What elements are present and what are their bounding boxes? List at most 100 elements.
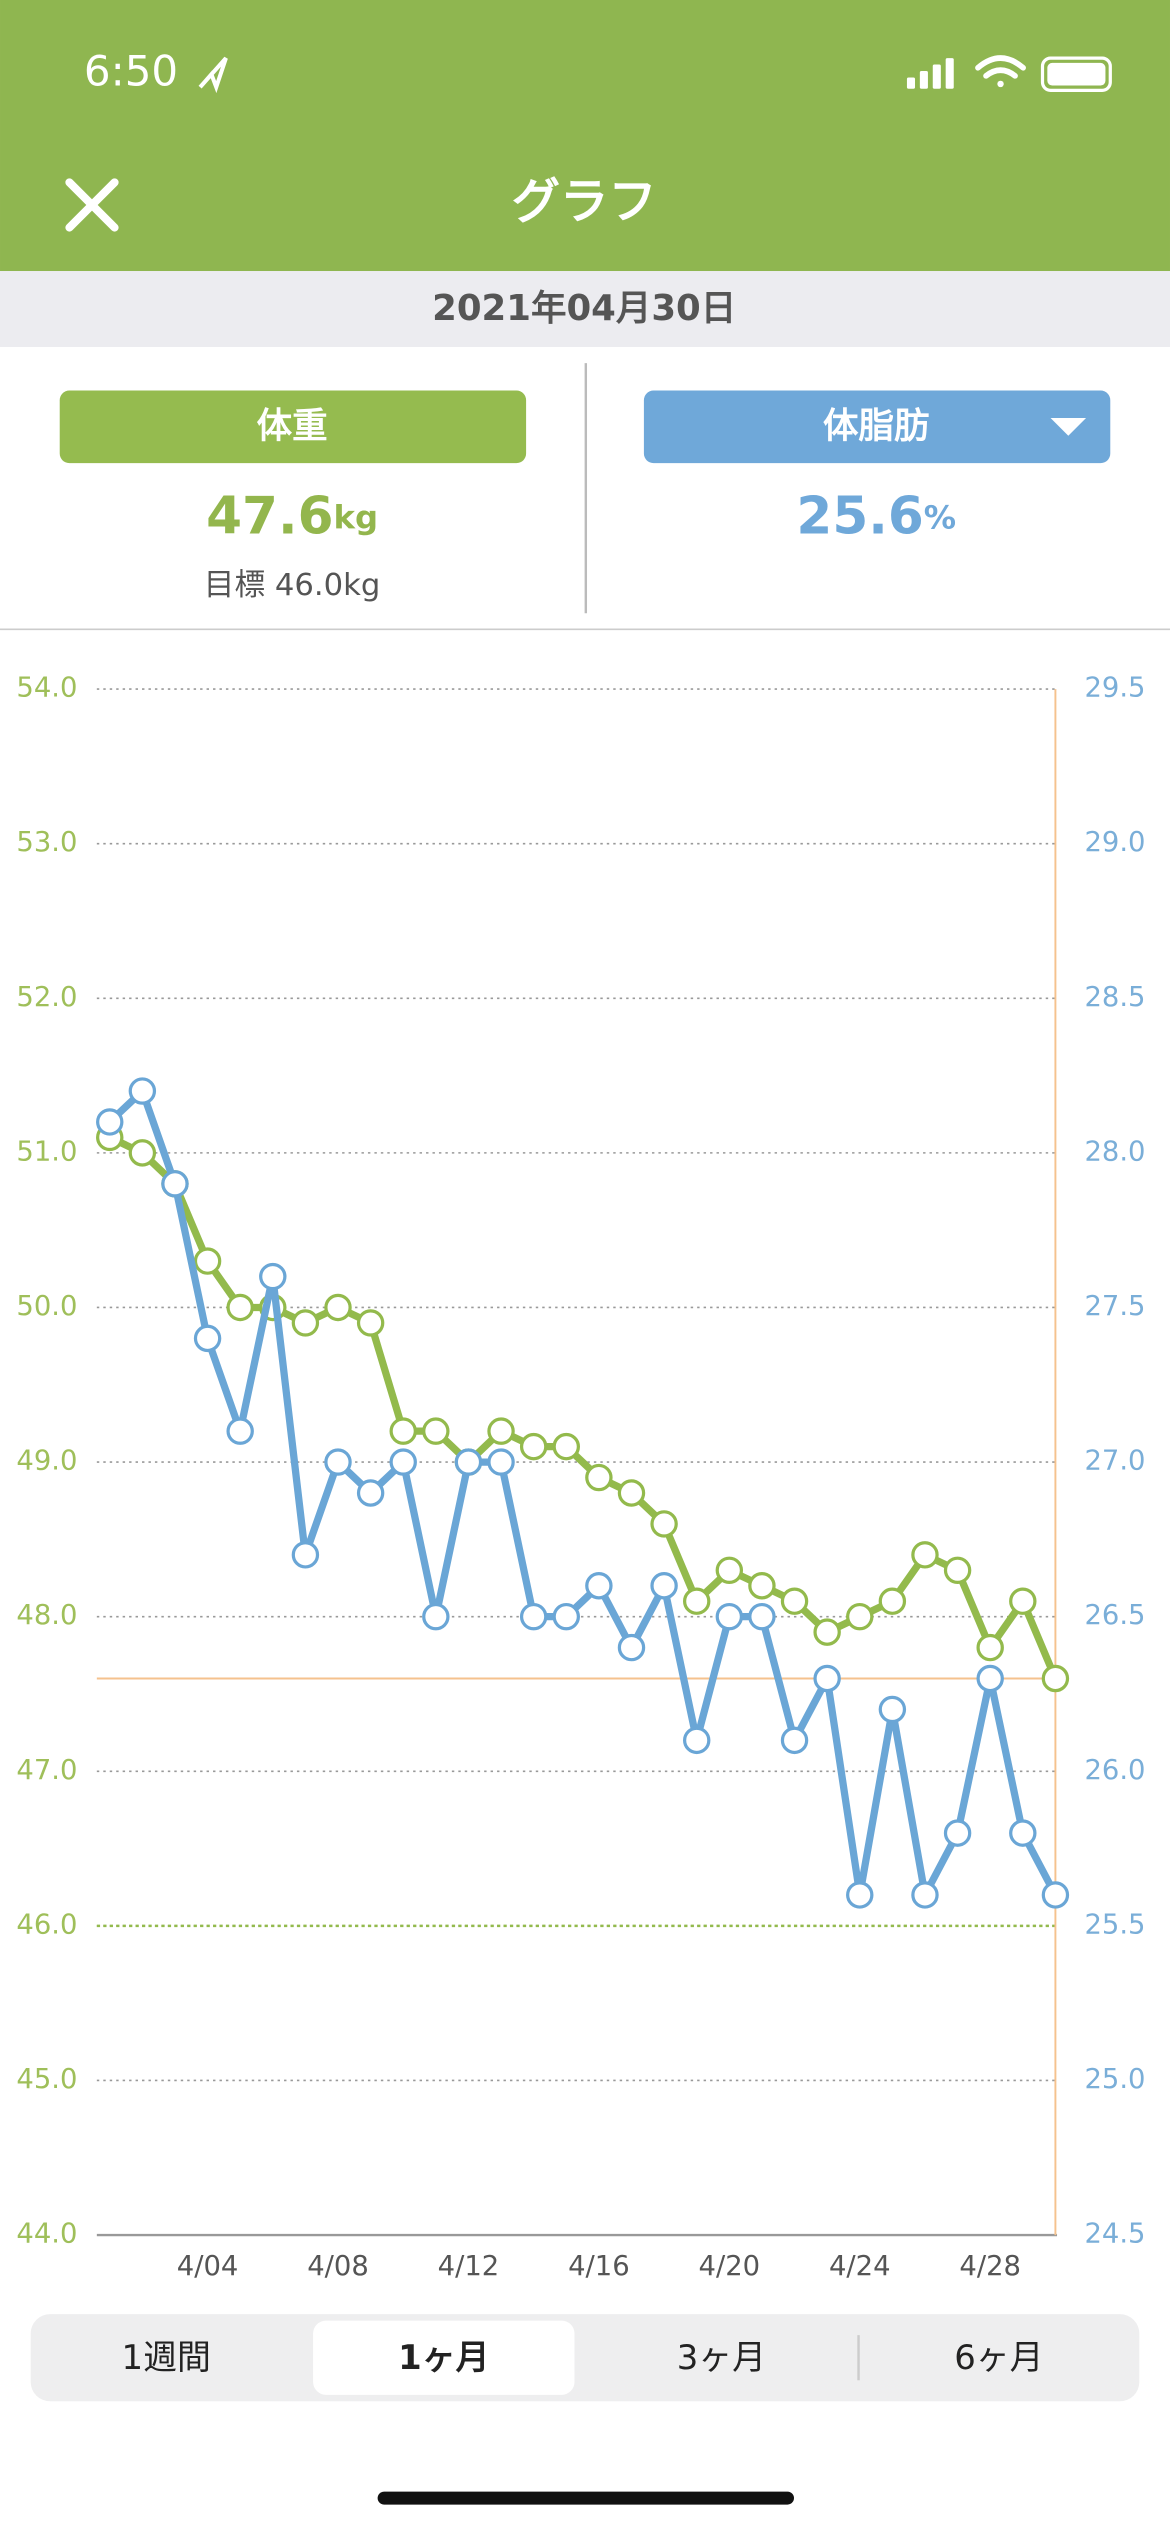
y-tick-label: 47.0 [16, 1755, 77, 1786]
data-point [324, 1293, 352, 1322]
nav-title: グラフ [512, 174, 657, 230]
fat-button[interactable] [643, 390, 1111, 464]
data-point [846, 1602, 874, 1631]
data-point [487, 1417, 515, 1445]
x-tick-label: 4/08 [307, 2251, 369, 2282]
battery-icon [1040, 56, 1112, 92]
x-tick-label: 4/04 [177, 2251, 239, 2282]
dropdown-arrow [1050, 417, 1087, 436]
signal-icon [906, 58, 954, 89]
y-tick-label: 44.0 [16, 2219, 77, 2250]
header-bar [0, 0, 1170, 272]
data-point [128, 1139, 157, 1167]
location-icon [198, 56, 228, 94]
battery-level [1047, 62, 1106, 86]
y-tick-label: 53.0 [16, 827, 77, 858]
weight-unit: kg [334, 499, 379, 537]
y-tick-label: 46.0 [16, 1909, 77, 1940]
data-point [943, 1819, 972, 1847]
y2-tick-label: 24.5 [1084, 2219, 1145, 2250]
tabs: 1週間 1ヶ月 3ヶ月 6ヶ月 [122, 2338, 1044, 2377]
data-point [291, 1541, 320, 1569]
x-tick-label: 4/24 [829, 2251, 891, 2282]
data-point [422, 1417, 450, 1445]
data-point [193, 1247, 222, 1275]
data-point [454, 1448, 483, 1476]
data-point [748, 1572, 776, 1600]
y-tick-label: 52.0 [16, 982, 77, 1013]
data-point [617, 1633, 646, 1662]
data-point [682, 1587, 711, 1615]
tab-label[interactable]: 6ヶ月 [954, 2338, 1043, 2377]
fat-unit: % [924, 499, 956, 537]
data-point [161, 1170, 189, 1198]
data-point [487, 1448, 515, 1476]
x-tick-label: 4/28 [959, 2251, 1021, 2282]
y-tick-label: 50.0 [16, 1291, 77, 1322]
tab-bar [30, 2314, 1140, 2402]
y2-tick-label: 27.5 [1084, 1291, 1145, 1322]
tab-label[interactable]: 1週間 [122, 2338, 211, 2377]
data-point [748, 1602, 776, 1631]
data-point [519, 1432, 548, 1461]
y2-tick-label: 29.0 [1084, 827, 1145, 858]
y2-tick-label: 29.5 [1084, 673, 1145, 704]
y-tick-label: 54.0 [16, 673, 77, 704]
data-point [324, 1448, 352, 1476]
data-point [193, 1324, 222, 1353]
close-button[interactable] [65, 178, 119, 232]
data-point [552, 1432, 580, 1461]
data-point [943, 1556, 972, 1585]
y2-tick-label: 26.0 [1084, 1755, 1145, 1786]
y2-tick-label: 26.5 [1084, 1600, 1145, 1631]
data-point [1009, 1587, 1037, 1615]
data-point [911, 1541, 939, 1569]
data-point [356, 1479, 385, 1507]
y2-tick-label: 25.5 [1084, 1909, 1145, 1940]
x-tick-label: 4/12 [438, 2251, 500, 2282]
data-point [715, 1556, 744, 1585]
y2-tick-label: 28.5 [1084, 982, 1145, 1013]
data-point [585, 1572, 613, 1600]
goal: 目標 46.0kg [204, 567, 381, 602]
x-tick-label: 4/16 [568, 2251, 630, 2282]
fat-button-label: 体脂肪 [823, 406, 930, 447]
data-point [780, 1726, 809, 1755]
data-point [911, 1881, 939, 1909]
tab-selected [313, 2320, 575, 2395]
goal-value: 46.0kg [275, 567, 380, 602]
y-tick-label: 48.0 [16, 1600, 77, 1631]
data-point [585, 1463, 613, 1492]
weight-number: 47.6 [206, 487, 333, 547]
tab-label[interactable]: 3ヶ月 [677, 2338, 766, 2377]
data-point [422, 1602, 450, 1631]
data-point [389, 1448, 417, 1476]
y-tick-label: 49.0 [16, 1446, 77, 1477]
data-point [356, 1309, 385, 1337]
data-point [976, 1664, 1004, 1693]
data-point [291, 1309, 320, 1337]
date-band [0, 271, 1170, 347]
weight-button[interactable] [59, 390, 527, 464]
data-point [846, 1881, 874, 1909]
data-point [715, 1602, 744, 1631]
data-point [1041, 1881, 1070, 1909]
data-point [878, 1587, 907, 1615]
data-point [519, 1602, 548, 1631]
data-point [226, 1417, 254, 1445]
home-indicator [377, 2491, 794, 2505]
tab-label[interactable]: 1ヶ月 [398, 2338, 489, 2377]
y-tick-label: 51.0 [16, 1136, 77, 1167]
data-point [1041, 1664, 1070, 1693]
data-point [96, 1108, 124, 1136]
wifi-icon [975, 55, 1026, 88]
status-time: 6:50 [84, 47, 178, 96]
data-point [226, 1293, 254, 1322]
y-tick-label: 45.0 [16, 2064, 77, 2095]
data-point [617, 1479, 646, 1507]
date: 2021年04月30日 [432, 288, 736, 329]
y2-tick-label: 27.0 [1084, 1446, 1145, 1477]
goal-label: 目標 [204, 567, 265, 602]
data-point [682, 1726, 711, 1755]
